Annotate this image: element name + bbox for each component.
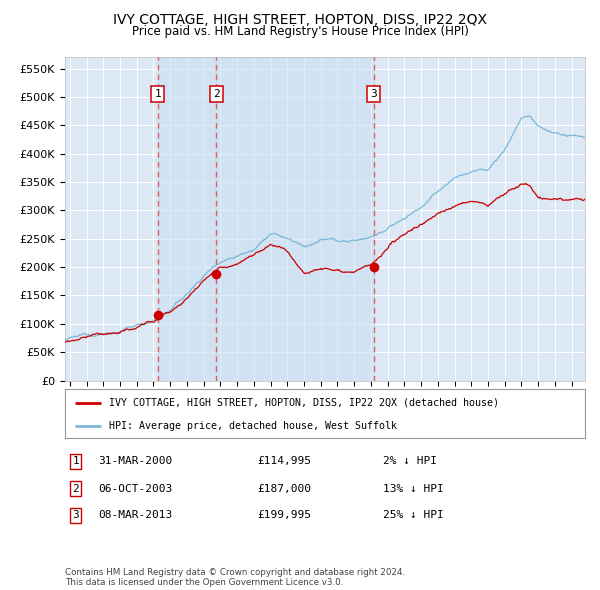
Text: Contains HM Land Registry data © Crown copyright and database right 2024.
This d: Contains HM Land Registry data © Crown c…	[65, 568, 405, 587]
Text: IVY COTTAGE, HIGH STREET, HOPTON, DISS, IP22 2QX (detached house): IVY COTTAGE, HIGH STREET, HOPTON, DISS, …	[109, 398, 499, 408]
Bar	[158, 57, 216, 381]
Text: IVY COTTAGE, HIGH STREET, HOPTON, DISS, IP22 2QX: IVY COTTAGE, HIGH STREET, HOPTON, DISS, …	[113, 13, 487, 27]
Text: £199,995: £199,995	[257, 510, 311, 520]
Text: HPI: Average price, detached house, West Suffolk: HPI: Average price, detached house, West…	[109, 421, 397, 431]
Text: 1: 1	[154, 89, 161, 99]
Text: 06-OCT-2003: 06-OCT-2003	[98, 484, 172, 493]
Text: £114,995: £114,995	[257, 457, 311, 466]
Text: Price paid vs. HM Land Registry's House Price Index (HPI): Price paid vs. HM Land Registry's House …	[131, 25, 469, 38]
Text: 2: 2	[72, 484, 79, 493]
Bar	[216, 57, 374, 381]
Text: 2: 2	[213, 89, 220, 99]
Text: 25% ↓ HPI: 25% ↓ HPI	[383, 510, 443, 520]
Text: 31-MAR-2000: 31-MAR-2000	[98, 457, 172, 466]
Text: £187,000: £187,000	[257, 484, 311, 493]
Text: 3: 3	[371, 89, 377, 99]
Text: 3: 3	[72, 510, 79, 520]
Text: 2% ↓ HPI: 2% ↓ HPI	[383, 457, 437, 466]
Text: 1: 1	[72, 457, 79, 466]
Text: 08-MAR-2013: 08-MAR-2013	[98, 510, 172, 520]
Text: 13% ↓ HPI: 13% ↓ HPI	[383, 484, 443, 493]
